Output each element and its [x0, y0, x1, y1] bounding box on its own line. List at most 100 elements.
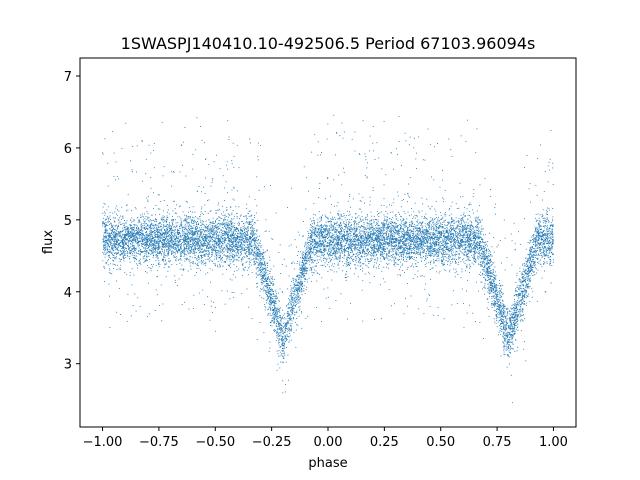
- data-point: [201, 232, 203, 234]
- data-point: [355, 247, 357, 249]
- data-point: [529, 285, 531, 287]
- data-point: [552, 239, 554, 241]
- data-point: [367, 259, 369, 261]
- data-point: [355, 253, 357, 255]
- data-point: [446, 235, 448, 237]
- data-point: [345, 226, 347, 228]
- data-point: [333, 114, 335, 116]
- data-point: [521, 302, 522, 304]
- data-point: [394, 222, 396, 224]
- data-point: [311, 151, 313, 153]
- data-point: [185, 245, 187, 247]
- data-point: [161, 320, 163, 322]
- data-point: [221, 235, 223, 237]
- data-point: [222, 243, 223, 245]
- data-point: [527, 259, 529, 261]
- data-point: [519, 294, 521, 296]
- data-point: [164, 253, 166, 255]
- data-point: [525, 302, 527, 304]
- data-point: [247, 244, 248, 246]
- data-point: [357, 276, 359, 278]
- data-point: [402, 244, 404, 246]
- data-point: [210, 247, 212, 249]
- data-point: [421, 223, 423, 224]
- data-point: [464, 225, 466, 227]
- data-point: [222, 227, 224, 229]
- data-point: [405, 239, 406, 241]
- data-point: [308, 259, 309, 261]
- data-point: [369, 135, 371, 137]
- data-point: [226, 245, 228, 247]
- data-point: [362, 225, 363, 227]
- data-point: [271, 238, 273, 240]
- data-point: [131, 268, 133, 270]
- data-point: [465, 252, 467, 254]
- data-point: [488, 267, 490, 269]
- data-point: [224, 216, 226, 218]
- data-point: [298, 234, 300, 236]
- data-point: [312, 274, 314, 276]
- data-point: [428, 227, 430, 228]
- data-point: [292, 309, 294, 311]
- data-point: [364, 153, 366, 155]
- data-point: [175, 222, 177, 224]
- data-point: [345, 258, 347, 260]
- data-point: [419, 227, 420, 229]
- data-point: [461, 223, 463, 225]
- data-point: [277, 353, 279, 355]
- data-point: [505, 334, 507, 336]
- data-point: [104, 211, 105, 213]
- data-point: [548, 219, 549, 221]
- data-point: [135, 310, 137, 312]
- data-point: [224, 246, 226, 248]
- data-point: [105, 237, 107, 238]
- data-point: [537, 246, 539, 248]
- data-point: [398, 250, 399, 252]
- data-point: [366, 177, 368, 179]
- data-point: [227, 227, 229, 229]
- data-point: [181, 252, 183, 254]
- data-point: [461, 218, 463, 220]
- data-point: [159, 225, 161, 227]
- data-point: [508, 318, 510, 319]
- data-point: [346, 234, 348, 236]
- data-point: [402, 220, 404, 221]
- data-point: [548, 208, 550, 210]
- data-point: [509, 352, 511, 354]
- data-point: [518, 231, 519, 233]
- data-point: [286, 347, 287, 348]
- data-point: [458, 218, 460, 220]
- data-point: [202, 245, 204, 247]
- data-point: [447, 237, 449, 239]
- data-point: [540, 249, 542, 251]
- data-point: [276, 369, 278, 371]
- data-point: [242, 241, 244, 243]
- data-point: [250, 221, 252, 223]
- data-point: [522, 295, 524, 297]
- data-point: [239, 245, 241, 247]
- data-point: [122, 246, 123, 248]
- data-point: [490, 290, 492, 292]
- data-point: [311, 280, 313, 282]
- data-point: [467, 279, 469, 281]
- data-point: [537, 241, 539, 243]
- data-point: [322, 255, 324, 257]
- data-point: [296, 263, 298, 264]
- data-point: [362, 196, 364, 198]
- data-point: [135, 235, 137, 237]
- data-point: [235, 231, 237, 232]
- data-point: [293, 279, 295, 281]
- data-point: [231, 249, 233, 251]
- data-point: [482, 245, 484, 247]
- data-point: [339, 249, 341, 251]
- data-point: [146, 250, 148, 252]
- data-point: [104, 244, 106, 246]
- data-point: [437, 255, 439, 257]
- data-point: [167, 217, 169, 219]
- data-point: [481, 228, 483, 230]
- data-point: [393, 239, 395, 241]
- data-point: [368, 234, 370, 236]
- data-point: [288, 298, 290, 300]
- data-point: [354, 229, 356, 231]
- data-point: [426, 198, 428, 200]
